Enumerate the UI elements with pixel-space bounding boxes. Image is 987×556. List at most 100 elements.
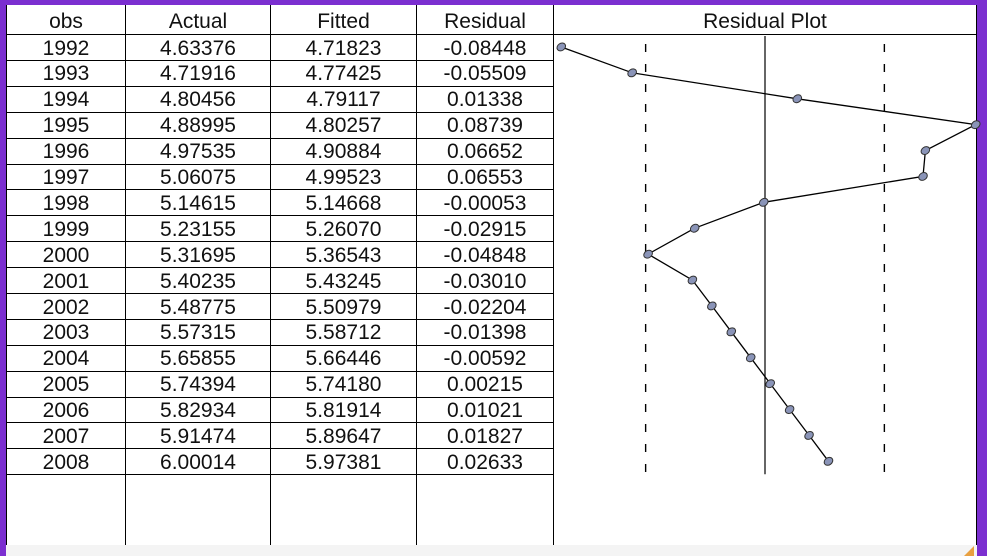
table-cell-fitted[interactable]: 4.90884 [305,140,382,164]
table-cell-obs[interactable]: 2004 [42,347,90,371]
table-cell-residual[interactable]: -0.00053 [443,191,527,215]
table-cell-fitted[interactable]: 4.71823 [305,36,382,60]
table-cell-fitted[interactable]: 5.14668 [305,191,382,215]
header-fitted[interactable]: Fitted [317,10,370,33]
table-cell-fitted[interactable]: 4.79117 [306,88,381,112]
table-cell-fitted[interactable]: 5.43245 [305,269,382,293]
grid-line [6,164,554,165]
table-cell-residual[interactable]: -0.03010 [443,269,527,293]
grid-line [6,189,554,190]
table-cell-actual[interactable]: 5.06075 [160,166,236,189]
table-cell-fitted[interactable]: 4.80257 [305,114,382,138]
grid-line [6,448,554,449]
residual-point-2002 [707,301,717,311]
table-cell-actual[interactable]: 5.23155 [160,217,236,241]
grid-line [6,112,554,113]
table-cell-obs[interactable]: 2006 [42,399,90,423]
table-cell-obs[interactable]: 1997 [42,166,90,189]
table-cell-residual[interactable]: 0.01021 [447,399,523,423]
table-cell-actual[interactable]: 5.57315 [160,321,236,345]
table-cell-fitted[interactable]: 5.66446 [305,347,382,371]
empty-row-strip [6,545,977,556]
table-cell-fitted[interactable]: 5.81914 [305,399,382,423]
table-cell-obs[interactable]: 1994 [42,88,90,112]
table-cell-obs[interactable]: 1992 [42,36,90,60]
table-cell-fitted[interactable]: 5.97381 [305,450,382,474]
window-border-right [977,0,987,556]
table-cell-obs[interactable]: 2007 [42,425,90,448]
table-cell-actual[interactable]: 5.91474 [160,425,236,448]
table-cell-obs[interactable]: 1996 [42,140,90,164]
resize-grip-icon[interactable] [964,546,974,556]
table-cell-fitted[interactable]: 5.58712 [305,321,382,345]
table-cell-fitted[interactable]: 5.74180 [305,373,382,397]
grid-line [125,5,126,545]
table-cell-fitted[interactable]: 4.77425 [305,62,382,86]
table-cell-actual[interactable]: 5.31695 [160,243,236,267]
table-cell-residual[interactable]: 0.00215 [447,373,523,397]
table-cell-residual[interactable]: -0.02915 [443,217,527,241]
grid-line [6,422,554,423]
table-cell-residual[interactable]: 0.06553 [447,166,523,189]
table-cell-actual[interactable]: 5.40235 [160,269,236,293]
residual-point-1994 [792,94,803,104]
table-cell-obs[interactable]: 1998 [42,191,90,215]
grid-line [6,345,554,346]
table-cell-obs[interactable]: 2003 [42,321,90,345]
table-cell-actual[interactable]: 5.48775 [160,295,236,319]
table-cell-obs[interactable]: 2001 [42,269,90,293]
table-cell-obs[interactable]: 1999 [42,217,90,241]
table-cell-actual[interactable]: 4.80456 [160,88,236,112]
table-cell-residual[interactable]: -0.05509 [443,62,527,86]
header-obs[interactable]: obs [49,10,83,33]
table-cell-residual[interactable]: -0.02204 [443,295,527,319]
table-cell-residual[interactable]: 0.01827 [447,425,523,448]
window-border-top [0,0,987,5]
table-cell-actual[interactable]: 5.65855 [160,347,236,371]
table-cell-fitted[interactable]: 5.26070 [305,217,382,241]
table-cell-fitted[interactable]: 5.36543 [305,243,382,267]
table-cell-obs[interactable]: 2000 [42,243,90,267]
table-cell-residual[interactable]: 0.08739 [447,114,523,138]
residual-point-2004 [745,353,756,363]
header-actual[interactable]: Actual [168,10,228,33]
residual-point-1992 [556,42,567,52]
grid-line [6,241,554,242]
header-residual-plot[interactable]: Residual Plot [703,10,827,33]
table-cell-actual[interactable]: 4.88995 [160,114,236,138]
grid-line [6,371,554,372]
table-cell-actual[interactable]: 4.97535 [160,140,236,164]
table-cell-residual[interactable]: 0.02633 [447,450,523,474]
grid-line [270,5,271,545]
table-cell-actual[interactable]: 4.63376 [160,36,236,60]
table-cell-obs[interactable]: 2008 [42,450,90,474]
table-cell-fitted[interactable]: 5.89647 [305,425,382,448]
table-cell-actual[interactable]: 4.71916 [160,62,236,86]
table-cell-actual[interactable]: 5.14615 [160,191,236,215]
grid-line [416,5,417,545]
table-cell-obs[interactable]: 2002 [42,295,90,319]
table-cell-residual[interactable]: -0.00592 [443,347,527,371]
table-cell-obs[interactable]: 1995 [42,114,90,138]
table-cell-residual[interactable]: 0.06652 [447,140,523,164]
table-cell-actual[interactable]: 5.82934 [160,399,236,423]
header-residual[interactable]: Residual [444,10,526,33]
table-cell-obs[interactable]: 1993 [42,62,90,86]
residual-point-1993 [627,68,637,78]
table-cell-actual[interactable]: 5.74394 [160,373,236,397]
table-cell-residual[interactable]: -0.01398 [443,321,527,345]
table-cell-obs[interactable]: 2005 [42,373,90,397]
grid-line [976,5,977,545]
grid-line [6,86,554,87]
residual-point-1997 [918,171,928,181]
table-cell-residual[interactable]: -0.04848 [443,243,527,267]
table-cell-actual[interactable]: 6.00014 [160,450,236,474]
residual-point-1995 [970,120,981,130]
grid-line [6,474,554,475]
table-cell-fitted[interactable]: 4.99523 [305,166,382,189]
table-cell-residual[interactable]: 0.01338 [447,88,523,112]
table-cell-residual[interactable]: -0.08448 [443,36,527,60]
table-cell-fitted[interactable]: 5.50979 [305,295,382,319]
